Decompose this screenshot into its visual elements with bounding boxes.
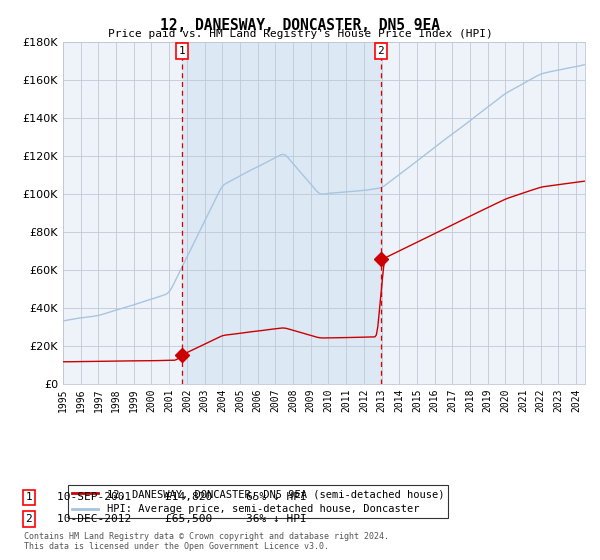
Text: 10-SEP-2001     £14,820     65% ↓ HPI: 10-SEP-2001 £14,820 65% ↓ HPI [57, 492, 307, 502]
Text: Contains HM Land Registry data © Crown copyright and database right 2024.
This d: Contains HM Land Registry data © Crown c… [24, 531, 389, 551]
Bar [182, 42, 381, 384]
Text: 10-DEC-2012     £65,500     36% ↓ HPI: 10-DEC-2012 £65,500 36% ↓ HPI [57, 514, 307, 524]
Text: 1: 1 [25, 492, 32, 502]
Text: 1: 1 [178, 46, 185, 56]
Legend: 12, DANESWAY, DONCASTER, DN5 9EA (semi-detached house), HPI: Average price, semi: 12, DANESWAY, DONCASTER, DN5 9EA (semi-d… [68, 485, 448, 519]
Text: 2: 2 [25, 514, 32, 524]
Text: Price paid vs. HM Land Registry's House Price Index (HPI): Price paid vs. HM Land Registry's House … [107, 29, 493, 39]
Text: 2: 2 [377, 46, 384, 56]
Text: 12, DANESWAY, DONCASTER, DN5 9EA: 12, DANESWAY, DONCASTER, DN5 9EA [160, 18, 440, 33]
